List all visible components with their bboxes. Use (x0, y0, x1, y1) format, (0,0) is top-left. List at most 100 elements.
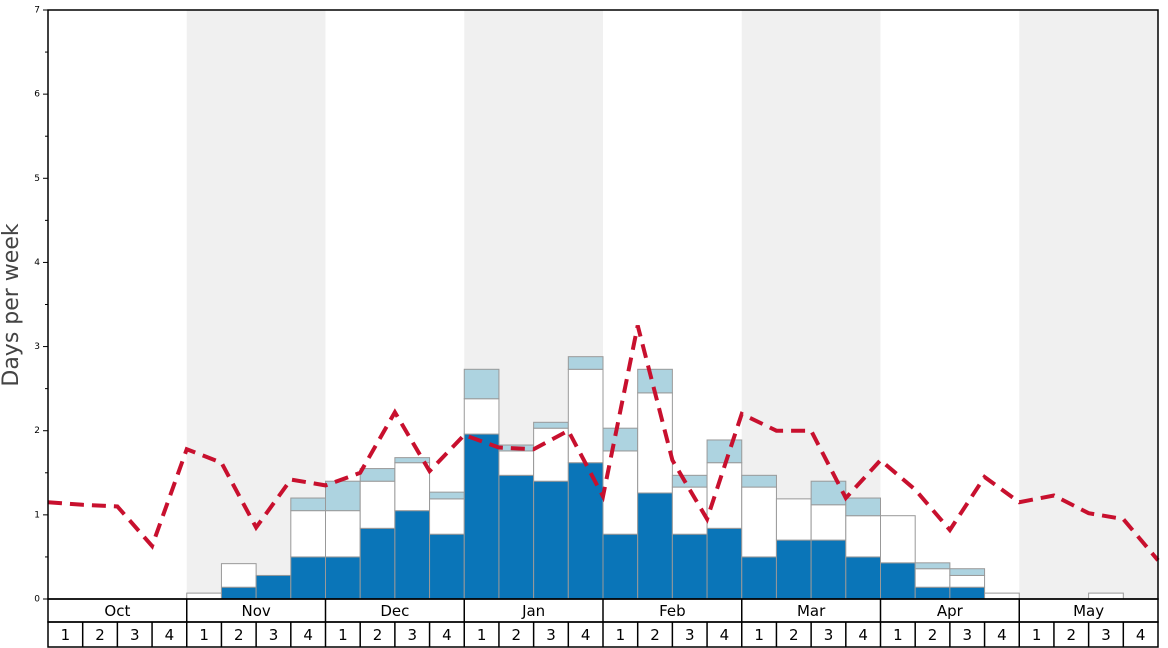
bar-segment (880, 515, 916, 564)
bar-segment (220, 563, 257, 588)
bar-segment (984, 592, 1020, 600)
bar-segment (741, 486, 777, 558)
month-label: May (1073, 602, 1104, 620)
y-tick-label: 2 (34, 426, 40, 436)
bar-segment (845, 497, 881, 517)
week-label: 4 (858, 626, 868, 644)
week-label: 3 (546, 626, 556, 644)
week-label: 3 (269, 626, 279, 644)
week-label: 2 (1067, 626, 1077, 644)
week-label: 4 (442, 626, 452, 644)
week-label: 1 (477, 626, 487, 644)
bar-segment (671, 533, 708, 600)
bar-segment (220, 586, 257, 600)
bar-segment (706, 462, 743, 529)
bar-segment (602, 450, 639, 535)
week-label: 2 (650, 626, 660, 644)
week-label: 3 (685, 626, 695, 644)
y-axis-label: Days per week (0, 223, 24, 386)
bar-segment (914, 586, 951, 600)
month-label: Nov (241, 602, 270, 620)
background-layer (186, 10, 1158, 599)
bar-segment (810, 504, 847, 541)
bar-segment (359, 480, 396, 529)
week-label: 4 (303, 626, 313, 644)
bar-segment (567, 462, 604, 600)
bar-segment (533, 480, 569, 600)
bar-segment (810, 480, 847, 506)
week-label: 1 (199, 626, 209, 644)
week-label: 4 (165, 626, 175, 644)
bar-segment (567, 368, 604, 464)
week-label: 3 (1101, 626, 1111, 644)
bar-segment (463, 368, 500, 400)
bar-segment (290, 556, 326, 600)
bar-segment (186, 592, 222, 600)
week-label: 2 (928, 626, 938, 644)
y-tick-label: 7 (34, 6, 40, 16)
bar-segment (1088, 592, 1124, 600)
bar-segment (602, 533, 639, 600)
month-label: Dec (380, 602, 409, 620)
bar-segment (949, 586, 986, 600)
y-tick-label: 4 (34, 258, 40, 268)
bar-segment (359, 527, 396, 600)
week-label: 4 (997, 626, 1007, 644)
bar-segment (429, 498, 465, 535)
week-label: 3 (130, 626, 140, 644)
y-tick-label: 6 (34, 90, 40, 100)
bar-segment (845, 515, 881, 558)
week-label: 1 (61, 626, 71, 644)
week-label: 2 (512, 626, 522, 644)
bar-segment (775, 498, 812, 541)
week-label: 3 (962, 626, 972, 644)
bar-segment (706, 439, 743, 464)
week-label: 3 (407, 626, 417, 644)
y-tick-label: 3 (34, 342, 40, 352)
bar-segment (498, 474, 535, 600)
week-label: 1 (338, 626, 348, 644)
bar-segment (949, 574, 986, 588)
bar-segment (671, 474, 708, 488)
bar-segment (602, 427, 639, 452)
week-label: 4 (581, 626, 591, 644)
bar-segment (394, 457, 431, 464)
week-label: 2 (234, 626, 244, 644)
bar-segment (429, 491, 465, 500)
y-tick-label: 1 (34, 510, 40, 520)
bar-segment (429, 533, 465, 600)
week-label: 4 (1136, 626, 1146, 644)
bar-segment (845, 556, 881, 600)
bar-segment (290, 510, 326, 558)
bar-segment (914, 568, 951, 588)
y-tick-label: 0 (34, 595, 40, 605)
bar-segment (463, 398, 500, 435)
month-label: Jan (521, 602, 545, 620)
month-label: Feb (659, 602, 686, 620)
y-tick-label: 5 (34, 174, 40, 184)
bar-segment (706, 527, 743, 600)
week-label: 2 (373, 626, 383, 644)
bar-segment (914, 562, 951, 570)
bar-segment (290, 497, 326, 512)
bar-segment (775, 539, 812, 600)
bar-segment (741, 474, 777, 488)
bar-segment (567, 356, 604, 370)
month-label: Apr (937, 602, 964, 620)
month-label: Mar (797, 602, 826, 620)
bar-segment (325, 556, 361, 600)
bar-segment (325, 510, 361, 558)
week-label: 3 (824, 626, 834, 644)
week-label: 4 (720, 626, 730, 644)
bar-segment (255, 574, 292, 600)
bar-segment (394, 462, 431, 512)
month-shade (1019, 10, 1158, 599)
trend-line (47, 325, 1160, 562)
week-label: 2 (789, 626, 799, 644)
bar-segment (325, 480, 361, 512)
month-label: Oct (104, 602, 130, 620)
bar-segment (949, 568, 986, 576)
bar-segment (498, 450, 535, 476)
week-label: 1 (893, 626, 903, 644)
